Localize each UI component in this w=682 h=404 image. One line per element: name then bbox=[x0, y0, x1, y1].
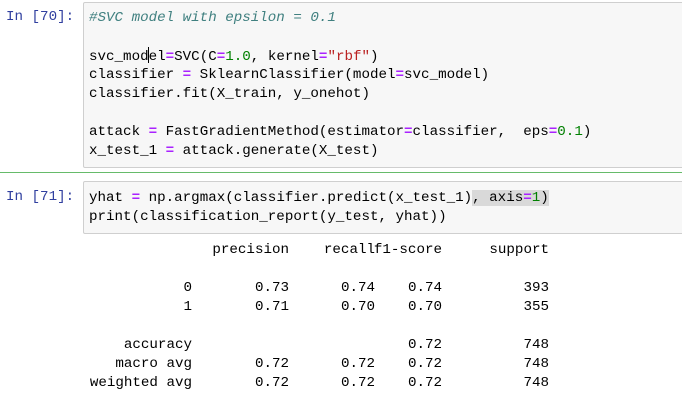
code-token: = bbox=[165, 49, 175, 65]
code-line: x_test_1 = attack.generate(X_test) bbox=[89, 142, 591, 161]
code-token: el bbox=[148, 49, 166, 65]
code-token: = bbox=[148, 124, 158, 140]
report-cell-recall: 0.74 bbox=[340, 280, 375, 296]
code-token: #SVC model with epsilon = 0.1 bbox=[89, 10, 336, 26]
code-token: "rbf" bbox=[327, 49, 371, 65]
code-token: SVC(C bbox=[174, 49, 217, 65]
code-token: SklearnClassifier(model bbox=[191, 67, 396, 83]
code-token: = bbox=[165, 143, 175, 159]
code-token: yhat bbox=[89, 190, 132, 206]
report-cell-label: 1 bbox=[183, 299, 192, 315]
code-editor[interactable]: yhat = np.argmax(classifier.predict(x_te… bbox=[89, 189, 549, 227]
code-token: ) bbox=[582, 124, 592, 140]
code-token: = bbox=[182, 67, 192, 83]
report-cell-recall: 0.72 bbox=[340, 375, 375, 391]
code-token: classifier, eps bbox=[412, 124, 549, 140]
report-cell-label: accuracy bbox=[123, 337, 192, 353]
header-precision: precision bbox=[212, 242, 289, 258]
report-cell-f1: 0.74 bbox=[407, 280, 442, 296]
report-cell-f1: 0.72 bbox=[407, 356, 442, 372]
code-line: classifier = SklearnClassifier(model=svc… bbox=[89, 66, 591, 85]
code-line: attack = FastGradientMethod(estimator=cl… bbox=[89, 123, 591, 142]
code-token: , kernel bbox=[250, 49, 319, 65]
code-token: attack.generate(X_test) bbox=[174, 143, 379, 159]
report-cell-precision: 0.72 bbox=[254, 375, 289, 391]
code-token: , axis bbox=[472, 190, 524, 206]
report-cell-support: 748 bbox=[523, 337, 549, 353]
code-input-area[interactable] bbox=[83, 2, 682, 168]
code-token: ) bbox=[370, 49, 379, 65]
code-token: x_test_1 bbox=[89, 143, 166, 159]
code-token: = bbox=[548, 124, 558, 140]
code-token: 1.0 bbox=[225, 49, 251, 65]
header-support: support bbox=[489, 242, 549, 258]
code-token: svc_mod bbox=[89, 49, 149, 65]
report-cell-recall: 0.72 bbox=[340, 356, 375, 372]
code-token: svc_model) bbox=[404, 67, 490, 83]
code-token: classifier bbox=[89, 67, 183, 83]
report-cell-f1: 0.70 bbox=[407, 299, 442, 315]
header-recall: recall bbox=[323, 242, 375, 258]
code-token: attack bbox=[89, 124, 149, 140]
code-token: = bbox=[523, 190, 532, 206]
report-cell-f1: 0.72 bbox=[407, 375, 442, 391]
code-token: = bbox=[131, 190, 141, 206]
report-cell-precision: 0.72 bbox=[254, 356, 289, 372]
report-cell-label: macro avg bbox=[115, 356, 192, 372]
cell-prompt: In [71]: bbox=[6, 189, 75, 205]
code-input-area[interactable] bbox=[83, 181, 682, 234]
report-cell-support: 355 bbox=[523, 299, 549, 315]
report-cell-support: 748 bbox=[523, 375, 549, 391]
code-token: FastGradientMethod(estimator bbox=[157, 124, 405, 140]
code-token: = bbox=[404, 124, 413, 140]
code-token: np.argmax(classifier.predict(x_test_1) bbox=[140, 190, 473, 206]
cell-prompt: In [70]: bbox=[6, 9, 75, 25]
text-cursor bbox=[148, 47, 150, 63]
code-token: classifier.fit(X_train, y_onehot) bbox=[89, 86, 370, 102]
code-token: 0.1 bbox=[557, 124, 583, 140]
cell-divider bbox=[0, 172, 682, 173]
report-cell-label: weighted avg bbox=[89, 375, 192, 391]
report-cell-precision: 0.73 bbox=[254, 280, 289, 296]
report-cell-f1: 0.72 bbox=[407, 337, 442, 353]
report-cell-precision: 0.71 bbox=[254, 299, 289, 315]
code-line: #SVC model with epsilon = 0.1 bbox=[89, 9, 591, 28]
code-line: svc_model=SVC(C=1.0, kernel="rbf") bbox=[89, 47, 591, 66]
code-editor[interactable]: #SVC model with epsilon = 0.1 svc_model=S… bbox=[89, 9, 591, 161]
code-token: print(classification_report(y_test, yhat… bbox=[89, 209, 447, 225]
code-line: print(classification_report(y_test, yhat… bbox=[89, 208, 549, 227]
header-f1-score: f1-score bbox=[373, 242, 442, 258]
code-token: 1 bbox=[531, 190, 541, 206]
report-cell-support: 748 bbox=[523, 356, 549, 372]
report-cell-label: 0 bbox=[183, 280, 192, 296]
code-line: yhat = np.argmax(classifier.predict(x_te… bbox=[89, 189, 549, 208]
code-token: = bbox=[318, 49, 328, 65]
code-token: ) bbox=[540, 190, 549, 206]
code-line: classifier.fit(X_train, y_onehot) bbox=[89, 85, 591, 104]
report-cell-recall: 0.70 bbox=[340, 299, 375, 315]
report-cell-support: 393 bbox=[523, 280, 549, 296]
code-token: = bbox=[216, 49, 226, 65]
code-token: = bbox=[395, 67, 405, 83]
